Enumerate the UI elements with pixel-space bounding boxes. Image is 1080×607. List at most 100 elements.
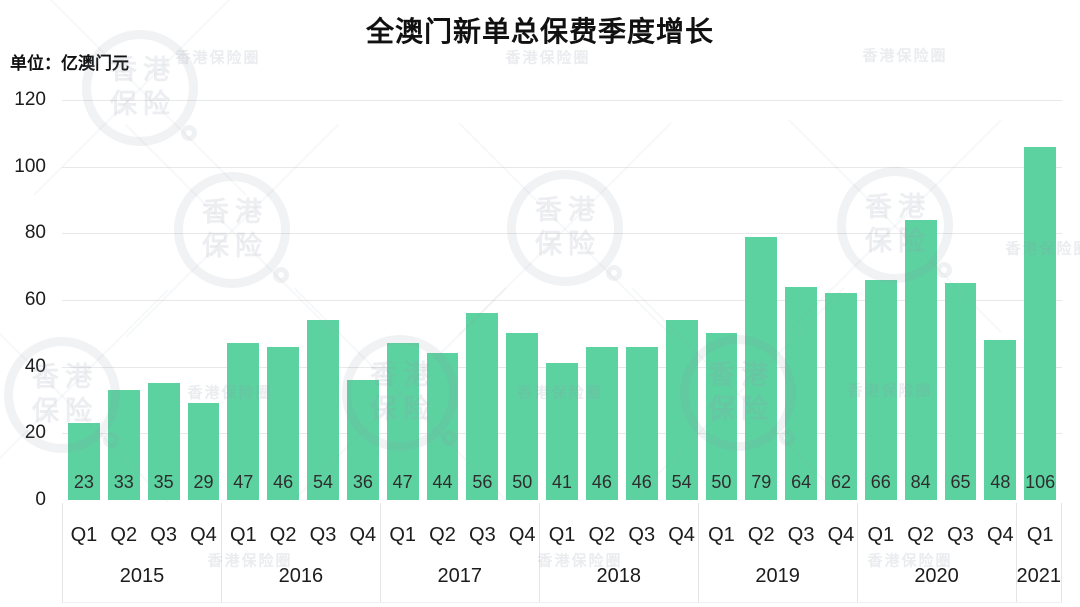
quarter-label: Q2 — [269, 523, 297, 546]
bar-value-label: 41 — [552, 472, 573, 492]
bar: 56 — [466, 313, 499, 500]
quarter-label: Q1 — [389, 523, 417, 546]
bar: 46 — [267, 346, 300, 500]
y-tick-label: 20 — [24, 422, 46, 444]
bar-value-label: 36 — [352, 472, 373, 492]
quarter-label: Q1 — [867, 523, 895, 546]
quarter-label: Q3 — [150, 523, 177, 546]
quarter-label: Q2 — [110, 523, 138, 546]
quarter-label: Q1 — [229, 523, 257, 546]
bar: 35 — [147, 383, 180, 500]
quarter-label: Q4 — [508, 523, 536, 546]
quarter-label: Q2 — [907, 523, 934, 546]
bar: 47 — [386, 343, 419, 500]
bar: 46 — [585, 346, 618, 500]
x-axis-years: 2015 2016 2017 2018 2019 2020 2021 — [62, 503, 1063, 603]
bar-value-label: 66 — [870, 472, 891, 492]
year-group: 2015 — [62, 503, 221, 602]
quarter-label: Q4 — [668, 523, 695, 546]
bar-value-label: 54 — [671, 472, 692, 492]
bar-value-label: 33 — [113, 472, 134, 492]
quarter-label: Q4 — [986, 523, 1014, 546]
bar-value-label: 79 — [751, 472, 772, 492]
y-tick-label: 80 — [24, 222, 46, 244]
quarter-label: Q4 — [190, 523, 217, 546]
bars-container: 23 33 35 29 47 46 54 36 47 44 56 50 41 46 46 54 50 79 64 62… — [62, 100, 1062, 500]
year-label: 2018 — [596, 565, 641, 587]
quarter-label: Q4 — [349, 523, 377, 546]
bar: 50 — [506, 333, 539, 500]
chart-title: 全澳门新单总保费季度增长 — [365, 16, 714, 47]
year-group: 2018 — [538, 503, 698, 602]
bar-value-label: 46 — [591, 472, 612, 492]
y-tick-label: 60 — [24, 289, 46, 310]
bar-value-label: 50 — [512, 472, 533, 492]
bar: 84 — [904, 220, 937, 500]
bar: 47 — [227, 343, 260, 500]
quarter-label: Q3 — [787, 523, 815, 546]
year-label: 2021 — [1016, 565, 1062, 587]
bar: 23 — [68, 423, 100, 500]
bar-value-label: 62 — [830, 472, 851, 492]
bar: 33 — [107, 390, 140, 500]
year-label: 2015 — [119, 565, 165, 587]
year-group: 2019 — [697, 503, 857, 602]
year-group: 2017 — [379, 503, 539, 602]
bar-value-label: 48 — [990, 472, 1011, 492]
y-tick-label: 0 — [35, 489, 46, 510]
bar: 48 — [984, 340, 1017, 500]
bar-value-label: 84 — [910, 472, 931, 492]
y-tick-label: 120 — [14, 89, 46, 110]
quarter-label: Q4 — [827, 523, 855, 546]
bar: 54 — [665, 320, 698, 500]
quarter-label: Q3 — [469, 523, 496, 546]
bar: 46 — [625, 346, 658, 500]
quarter-label: Q3 — [309, 523, 337, 546]
year-label: 2019 — [755, 565, 800, 587]
bar: 62 — [825, 293, 857, 500]
bar: 29 — [187, 403, 220, 500]
bar-value-label: 47 — [392, 472, 413, 492]
bar-value-label: 47 — [233, 472, 254, 492]
quarter-label: Q3 — [628, 523, 656, 546]
bar-value-label: 56 — [472, 472, 493, 492]
bar-value-label: 29 — [193, 472, 214, 492]
quarter-label: Q2 — [747, 523, 775, 546]
quarter-label: Q2 — [429, 523, 456, 546]
gridline — [62, 100, 1062, 101]
year-label: 2016 — [278, 565, 324, 587]
bar: 36 — [346, 380, 379, 500]
bar-value-label: 65 — [950, 472, 971, 492]
bar: 79 — [745, 236, 778, 500]
quarter-label: Q2 — [588, 523, 616, 546]
bar-value-label: 50 — [711, 472, 732, 492]
bar: 44 — [426, 353, 459, 500]
quarter-label: Q1 — [70, 523, 98, 546]
year-label: 2017 — [437, 565, 483, 587]
year-group: 2020 — [856, 503, 1016, 602]
bar: 66 — [864, 280, 897, 500]
quarter-label: Q3 — [947, 523, 974, 546]
unit-label: 单位：亿澳门元 — [10, 54, 129, 73]
bar: 64 — [785, 286, 818, 500]
bar-value-label: 46 — [631, 472, 652, 492]
year-label: 2020 — [914, 565, 959, 587]
gridline — [62, 233, 1062, 235]
bar: 65 — [944, 283, 977, 500]
year-group: 2021 — [1015, 503, 1063, 602]
y-tick-label: 40 — [24, 355, 46, 377]
gridline — [62, 300, 1062, 301]
bar: 106 — [1024, 146, 1057, 500]
quarter-label: Q1 — [1026, 523, 1054, 546]
bar: 54 — [307, 320, 339, 500]
x-axis-quarters: Q1 Q2 Q3 Q4 Q1 Q2 Q3 Q4 Q1 Q2 Q3 Q4 Q1 Q2 Q3 Q4 Q1 Q2 Q3 Q4… — [62, 512, 1062, 558]
bar-value-label: 23 — [73, 472, 94, 492]
bar: 41 — [546, 363, 578, 500]
bar-value-label: 54 — [312, 472, 333, 492]
bar: 50 — [705, 333, 738, 500]
bar-value-label: 46 — [273, 472, 294, 492]
quarter-label: Q1 — [708, 523, 735, 546]
bar-value-label: 44 — [432, 472, 453, 492]
bar-value-label: 106 — [1025, 472, 1056, 492]
